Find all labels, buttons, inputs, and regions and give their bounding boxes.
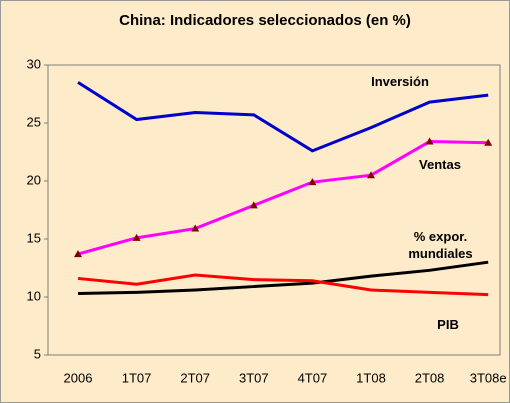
y-tick-label: 20 [27,172,41,187]
series-line [77,140,489,256]
marker [191,224,200,232]
marker [367,171,375,179]
x-tick-label: 2T07 [180,370,210,385]
series-label: % expor. mundiales [408,229,473,261]
y-tick-label: 30 [27,56,41,71]
y-tick-label: 10 [27,288,41,303]
y-tick-label: 15 [27,230,41,245]
series-line [77,260,489,296]
marker [132,233,141,241]
series-line [77,273,489,297]
marker [74,250,82,258]
chart-title: China: Indicadores seleccionados (en %) [119,12,411,29]
x-tick-label: 1T08 [356,370,386,385]
plot-area [47,64,501,356]
series-label: Inversión [371,74,429,89]
series-line [77,81,489,153]
x-tick-label: 2006 [64,370,93,385]
x-tick-label: 4T07 [298,370,328,385]
marker [425,137,434,145]
series-label: PIB [437,317,459,332]
x-tick-label: 3T08e [470,370,507,385]
marker [308,178,317,186]
marker [484,138,493,146]
x-tick-label: 1T07 [122,370,152,385]
x-tick-label: 3T07 [239,370,269,385]
marker [249,201,258,209]
series-label: Ventas [419,157,461,172]
x-tick-label: 2T08 [415,370,445,385]
y-tick-label: 5 [34,346,41,361]
y-tick-label: 25 [27,114,41,129]
